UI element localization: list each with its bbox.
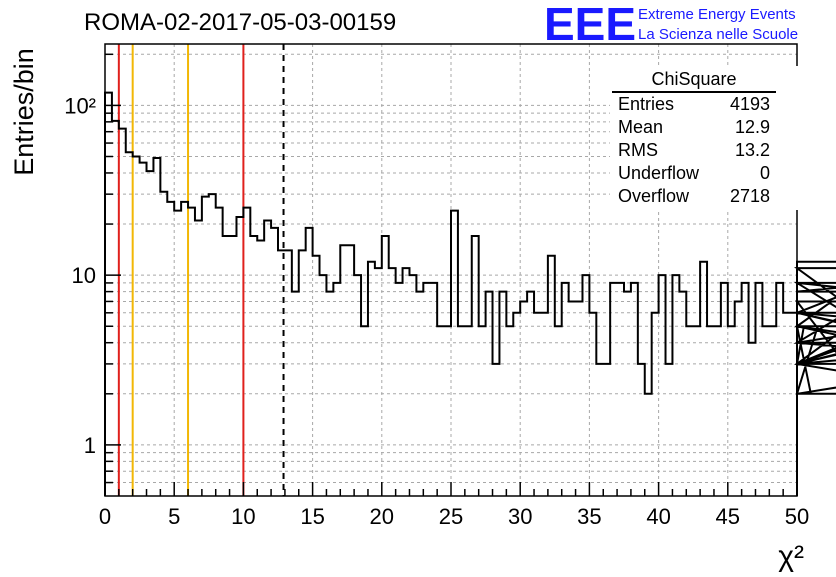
histogram-step-line <box>104 91 836 496</box>
stats-value-overflow: 2718 <box>730 186 770 206</box>
stats-value-underflow: 0 <box>760 163 770 183</box>
y-tick-label: 10 <box>72 263 96 288</box>
x-tick-label: 40 <box>646 504 670 529</box>
x-tick-label: 0 <box>99 504 111 529</box>
stats-label-entries: Entries <box>618 94 674 114</box>
stats-value-rms: 13.2 <box>735 140 770 160</box>
stats-value-entries: 4193 <box>730 94 770 114</box>
y-axis-label: Entries/bin <box>9 48 39 176</box>
eee-logo-text: EEE <box>544 0 636 50</box>
x-tick-label: 30 <box>508 504 532 529</box>
run-title: ROMA-02-2017-05-03-00159 <box>84 9 396 36</box>
stats-value-mean: 12.9 <box>735 117 770 137</box>
x-axis-label: χ² <box>778 540 804 572</box>
logo-line-2: La Scienza nelle Scuole <box>638 26 798 43</box>
stats-label-underflow: Underflow <box>618 163 700 183</box>
y-tick-label: 1 <box>84 433 96 458</box>
x-tick-label: 50 <box>785 504 809 529</box>
x-tick-label: 20 <box>370 504 394 529</box>
logo-line-1: Extreme Energy Events <box>638 6 796 23</box>
stats-label-rms: RMS <box>618 140 658 160</box>
stats-box-background <box>610 66 800 210</box>
x-tick-label: 25 <box>439 504 463 529</box>
x-tick-label: 45 <box>716 504 740 529</box>
tick-labels: 0 5 10 15 20 25 30 35 40 45 50 1 10 10² <box>64 93 809 529</box>
axes <box>104 43 798 497</box>
x-tick-label: 35 <box>577 504 601 529</box>
stats-label-overflow: Overflow <box>618 186 690 206</box>
stats-box: ChiSquare Entries 4193 Mean 12.9 RMS 13.… <box>610 66 800 210</box>
stats-title: ChiSquare <box>651 69 736 89</box>
eee-logo: EEE Extreme Energy Events La Scienza nel… <box>544 0 798 50</box>
marker-lines <box>117 44 285 496</box>
x-tick-label: 10 <box>231 504 255 529</box>
y-tick-label: 10² <box>64 93 96 118</box>
stats-label-mean: Mean <box>618 117 663 137</box>
x-tick-label: 15 <box>300 504 324 529</box>
x-tick-label: 5 <box>168 504 180 529</box>
